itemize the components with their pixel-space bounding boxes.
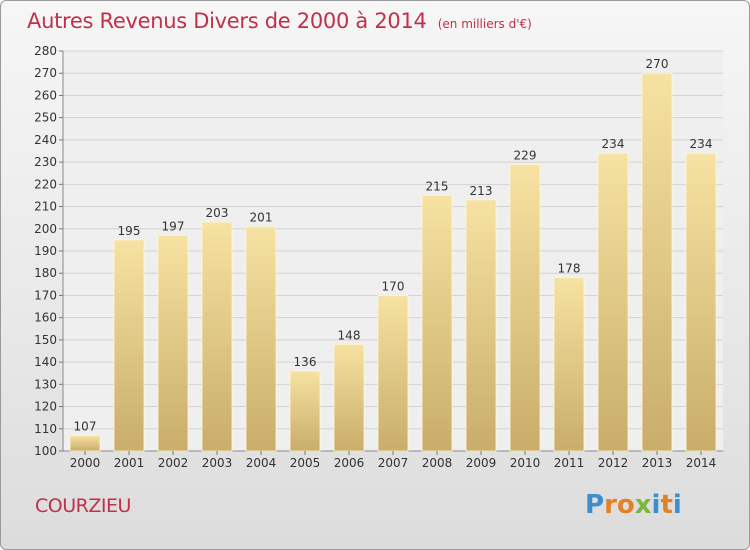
y-tick-label: 270 xyxy=(34,66,57,80)
y-tick-label: 170 xyxy=(34,288,57,302)
chart-subtitle: (en milliers d'€) xyxy=(437,17,532,31)
y-tick-label: 200 xyxy=(34,222,57,236)
bar xyxy=(421,195,453,452)
data-label: 107 xyxy=(74,419,97,433)
x-tick-label: 2009 xyxy=(466,456,497,470)
x-tick-label: 2004 xyxy=(246,456,277,470)
x-tick-label: 2013 xyxy=(642,456,673,470)
y-tick-label: 150 xyxy=(34,333,57,347)
bar xyxy=(553,277,585,452)
x-tick-label: 2014 xyxy=(686,456,717,470)
y-tick-label: 210 xyxy=(34,200,57,214)
x-tick-label: 2000 xyxy=(70,456,101,470)
data-label: 215 xyxy=(426,179,449,193)
x-tick-label: 2012 xyxy=(598,456,629,470)
y-tick-label: 180 xyxy=(34,266,57,280)
logo-letter: r xyxy=(604,490,617,520)
logo-letter: o xyxy=(616,490,635,520)
bar xyxy=(597,152,629,452)
x-tick-label: 2003 xyxy=(202,456,233,470)
bar xyxy=(333,343,365,452)
y-tick-label: 190 xyxy=(34,244,57,258)
bar xyxy=(289,370,321,452)
bar xyxy=(201,221,233,452)
proxiti-logo: Proxiti xyxy=(585,490,682,520)
x-tick-label: 2001 xyxy=(114,456,145,470)
bar xyxy=(685,152,717,452)
y-tick-label: 160 xyxy=(34,311,57,325)
logo-letter: P xyxy=(585,490,605,520)
y-tick-label: 280 xyxy=(34,44,57,58)
y-tick-label: 140 xyxy=(34,355,57,369)
bar xyxy=(245,226,277,452)
bar xyxy=(377,295,409,452)
y-tick-label: 230 xyxy=(34,155,57,169)
logo-letter: i xyxy=(672,490,682,520)
location-label: COURZIEU xyxy=(35,495,131,517)
chart-title: Autres Revenus Divers de 2000 à 2014 xyxy=(27,9,427,33)
data-label: 195 xyxy=(118,224,141,238)
data-label: 197 xyxy=(162,219,185,233)
bar xyxy=(157,235,189,452)
bar xyxy=(509,163,541,452)
y-tick-label: 220 xyxy=(34,177,57,191)
logo-letter: i xyxy=(651,490,661,520)
data-label: 170 xyxy=(382,279,405,293)
y-tick-label: 130 xyxy=(34,377,57,391)
y-tick-label: 250 xyxy=(34,111,57,125)
x-tick-label: 2005 xyxy=(290,456,321,470)
y-tick-label: 100 xyxy=(34,444,57,458)
logo-letter: x xyxy=(634,490,652,520)
data-label: 201 xyxy=(250,211,273,225)
bar xyxy=(69,435,101,452)
data-label: 270 xyxy=(646,57,669,71)
title-row: Autres Revenus Divers de 2000 à 2014 (en… xyxy=(27,9,532,33)
data-label: 203 xyxy=(206,206,229,220)
data-label: 234 xyxy=(602,137,625,151)
data-label: 178 xyxy=(558,262,581,276)
data-label: 234 xyxy=(690,137,713,151)
data-label: 136 xyxy=(294,355,317,369)
x-tick-label: 2008 xyxy=(422,456,453,470)
y-tick-label: 110 xyxy=(34,422,57,436)
x-tick-label: 2010 xyxy=(510,456,541,470)
data-label: 229 xyxy=(514,148,537,162)
logo-letter: t xyxy=(660,490,673,520)
y-tick-label: 240 xyxy=(34,133,57,147)
y-tick-label: 120 xyxy=(34,400,57,414)
y-tick-label: 260 xyxy=(34,88,57,102)
x-tick-label: 2007 xyxy=(378,456,409,470)
bar xyxy=(113,239,145,452)
bar xyxy=(641,72,673,452)
data-label: 148 xyxy=(338,328,361,342)
x-tick-label: 2006 xyxy=(334,456,365,470)
data-label: 213 xyxy=(470,184,493,198)
x-tick-label: 2011 xyxy=(554,456,585,470)
bar xyxy=(465,199,497,452)
x-tick-label: 2002 xyxy=(158,456,189,470)
